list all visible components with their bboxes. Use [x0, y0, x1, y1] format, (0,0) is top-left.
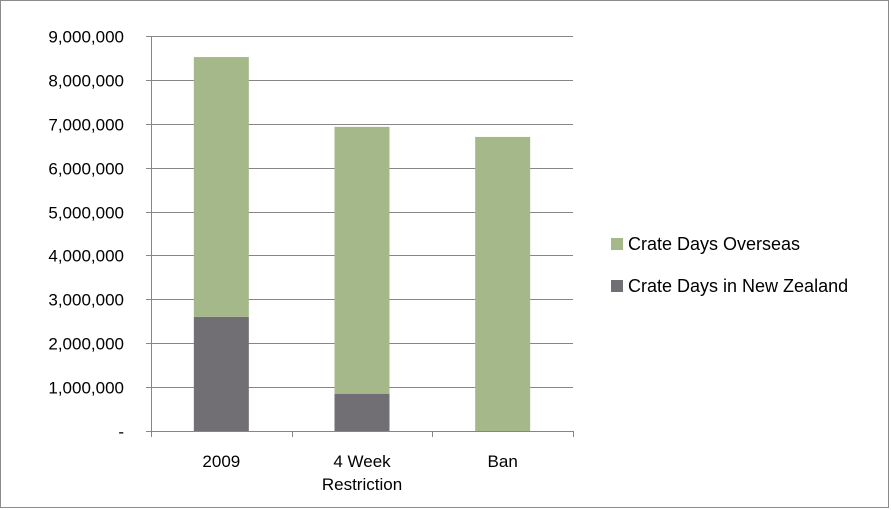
- y-tick-label: -: [118, 423, 124, 442]
- x-tick-label: 4 Week: [333, 452, 391, 471]
- bars: [193, 57, 531, 431]
- y-tick-label: 6,000,000: [48, 160, 124, 179]
- x-tick-label: Ban: [488, 452, 518, 471]
- legend-label: Crate Days Overseas: [628, 234, 800, 254]
- y-tick-label: 2,000,000: [48, 335, 124, 354]
- legend-label: Crate Days in New Zealand: [628, 276, 848, 296]
- bar-crate-days-overseas-1: [334, 126, 390, 394]
- y-tick-label: 3,000,000: [48, 291, 124, 310]
- axes: [146, 36, 574, 437]
- y-tick-label: 4,000,000: [48, 247, 124, 266]
- x-tick-label: 2009: [202, 452, 240, 471]
- bar-crate-days-in-new-zealand-1: [334, 393, 390, 431]
- bar-crate-days-overseas-0: [193, 57, 249, 317]
- y-tick-label: 1,000,000: [48, 379, 124, 398]
- legend: Crate Days Overseas Crate Days in New Zea…: [611, 234, 848, 296]
- legend-swatch: [611, 280, 623, 292]
- x-tick-labels: 2009 4 Week Restriction Ban: [202, 452, 517, 494]
- y-tick-label: 9,000,000: [48, 28, 124, 47]
- y-tick-label: 7,000,000: [48, 116, 124, 135]
- y-tick-label: 8,000,000: [48, 72, 124, 91]
- bar-crate-days-overseas-2: [475, 136, 531, 431]
- y-tick-label: 5,000,000: [48, 204, 124, 223]
- x-tick-label: Restriction: [322, 475, 402, 494]
- y-tick-labels: - 1,000,000 2,000,000 3,000,000 4,000,000 5,0…: [48, 28, 124, 442]
- bar-crate-days-in-new-zealand-0: [193, 316, 249, 431]
- legend-swatch: [611, 238, 623, 250]
